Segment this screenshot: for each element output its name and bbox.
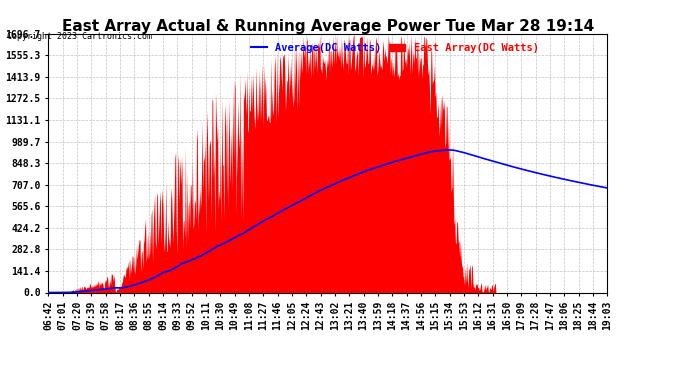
Text: Copyright 2023 Cartronics.com: Copyright 2023 Cartronics.com [7,32,152,41]
Legend: Average(DC Watts), East Array(DC Watts): Average(DC Watts), East Array(DC Watts) [247,39,543,57]
Title: East Array Actual & Running Average Power Tue Mar 28 19:14: East Array Actual & Running Average Powe… [61,19,594,34]
